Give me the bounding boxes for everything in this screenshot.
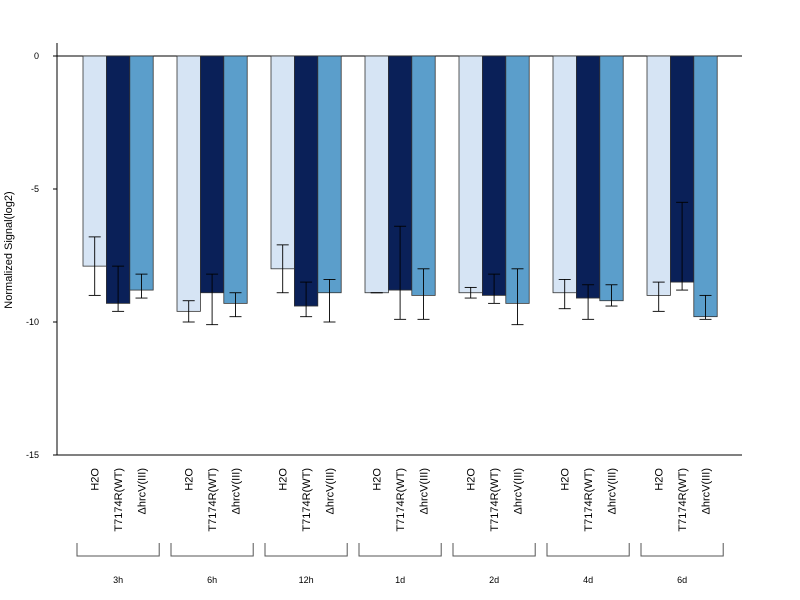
group-label: 1d xyxy=(395,575,405,585)
group-bracket: 2d xyxy=(452,543,536,585)
bar xyxy=(129,55,154,291)
group-bracket: 4d xyxy=(546,543,630,585)
bar xyxy=(411,55,436,296)
error-bar xyxy=(206,273,219,326)
bar xyxy=(176,55,201,312)
error-bar xyxy=(229,292,242,318)
x-tick-label: ΔhrcV(III) xyxy=(325,468,337,514)
error-bar xyxy=(511,268,524,326)
x-tick-label: H2O xyxy=(466,468,478,491)
bar xyxy=(552,55,577,294)
error-bar xyxy=(676,201,689,291)
error-bar xyxy=(135,273,148,299)
bar xyxy=(270,55,295,270)
error-bar xyxy=(488,273,501,304)
error-bar xyxy=(300,281,313,318)
bracket-line xyxy=(640,543,724,557)
error-bar xyxy=(699,294,712,320)
group-bracket: 3h xyxy=(76,543,160,585)
bar xyxy=(693,55,718,318)
error-bars xyxy=(88,201,712,326)
group-brackets: 3h 6h 12h 1d 2d 4d 6d xyxy=(76,543,724,585)
group-label: 6d xyxy=(677,575,687,585)
bracket-line xyxy=(76,543,160,557)
x-tick-label: H2O xyxy=(654,468,666,491)
bracket-line xyxy=(452,543,536,557)
x-tick-label: ΔhrcV(III) xyxy=(231,468,243,514)
bar xyxy=(481,55,507,296)
x-tick-label: T7174R(WT) xyxy=(489,468,501,532)
y-tick-label: 0 xyxy=(34,51,39,61)
bar xyxy=(223,55,248,304)
error-bar xyxy=(417,268,430,320)
x-tick-label: H2O xyxy=(184,468,196,491)
y-tick-label: -15 xyxy=(26,450,39,460)
bar xyxy=(458,55,483,294)
x-tick-label: T7174R(WT) xyxy=(677,468,689,532)
bar xyxy=(317,55,342,294)
x-tick-label: ΔhrcV(III) xyxy=(607,468,619,514)
group-bracket: 6d xyxy=(640,543,724,585)
error-bar xyxy=(582,284,595,320)
group-bracket: 6h xyxy=(170,543,254,585)
error-bar xyxy=(88,236,101,296)
error-bar xyxy=(464,286,477,299)
x-tick-label: H2O xyxy=(90,468,102,491)
bracket-line xyxy=(358,543,442,557)
error-bar xyxy=(323,278,336,323)
bar xyxy=(576,55,601,299)
x-tick-label: T7174R(WT) xyxy=(395,468,407,532)
error-bar xyxy=(558,278,571,310)
x-tick-label: ΔhrcV(III) xyxy=(513,468,525,514)
x-tick-label: ΔhrcV(III) xyxy=(701,468,713,514)
group-label: 2d xyxy=(489,575,499,585)
bracket-line xyxy=(264,543,348,557)
bar xyxy=(82,55,107,267)
x-tick-labels: H2O T7174R(WT) ΔhrcV(III) H2O T7174R(WT) Δhrc… xyxy=(90,468,713,532)
bar xyxy=(364,55,389,294)
x-tick-label: ΔhrcV(III) xyxy=(419,468,431,514)
bar xyxy=(199,55,225,294)
group-label: 6h xyxy=(207,575,217,585)
bar xyxy=(505,55,530,304)
group-bracket: 12h xyxy=(264,543,348,585)
x-tick-label: T7174R(WT) xyxy=(113,468,125,532)
group-bracket: 1d xyxy=(358,543,442,585)
error-bar xyxy=(605,284,618,307)
error-bar xyxy=(276,244,289,294)
error-bar xyxy=(394,225,407,320)
bar xyxy=(646,55,671,296)
group-label: 4d xyxy=(583,575,593,585)
bracket-line xyxy=(546,543,630,557)
bar xyxy=(293,55,319,307)
y-tick-label: -5 xyxy=(31,184,39,194)
error-bar xyxy=(652,281,665,312)
x-tick-label: H2O xyxy=(560,468,572,491)
x-tick-label: T7174R(WT) xyxy=(207,468,219,532)
x-tick-label: T7174R(WT) xyxy=(583,468,595,532)
y-tick-label: -10 xyxy=(26,317,39,327)
y-axis-label: Normalized Signal(log2) xyxy=(3,191,15,308)
error-bar xyxy=(112,265,125,312)
group-label: 12h xyxy=(299,575,314,585)
group-label: 3h xyxy=(113,575,123,585)
x-tick-label: H2O xyxy=(372,468,384,491)
bars xyxy=(82,55,718,318)
bar xyxy=(599,55,624,302)
error-bar xyxy=(182,300,195,323)
x-tick-label: ΔhrcV(III) xyxy=(137,468,149,514)
x-tick-label: H2O xyxy=(278,468,290,491)
x-tick-label: T7174R(WT) xyxy=(301,468,313,532)
bracket-line xyxy=(170,543,254,557)
